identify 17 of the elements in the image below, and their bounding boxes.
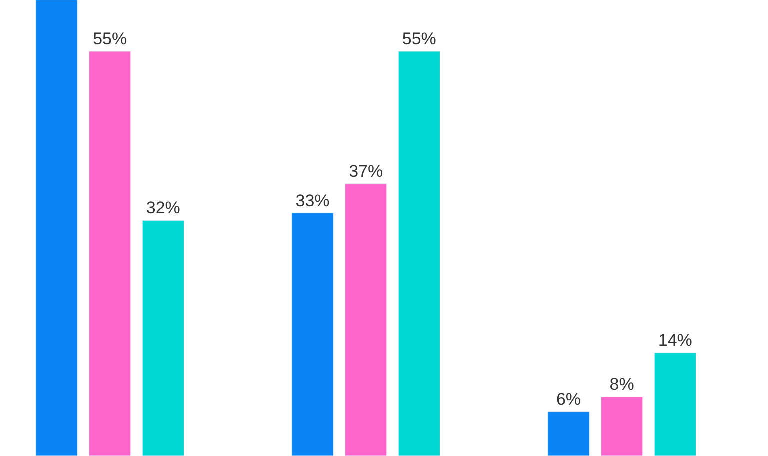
bar bbox=[292, 213, 334, 456]
bar bbox=[398, 51, 440, 456]
data-label: 14% bbox=[658, 331, 692, 350]
bar bbox=[601, 396, 644, 456]
data-label: 37% bbox=[349, 162, 384, 181]
bar bbox=[142, 220, 184, 456]
data-label: 55% bbox=[402, 29, 436, 48]
data-label: 55% bbox=[93, 29, 128, 48]
bar bbox=[89, 51, 132, 456]
data-label: 32% bbox=[146, 198, 180, 218]
bar bbox=[548, 412, 590, 456]
data-label: 33% bbox=[296, 191, 330, 210]
bar bbox=[654, 352, 696, 456]
data-label: 8% bbox=[610, 375, 634, 394]
data-label: 6% bbox=[556, 390, 582, 409]
bar bbox=[36, 0, 78, 456]
bar bbox=[345, 184, 388, 456]
